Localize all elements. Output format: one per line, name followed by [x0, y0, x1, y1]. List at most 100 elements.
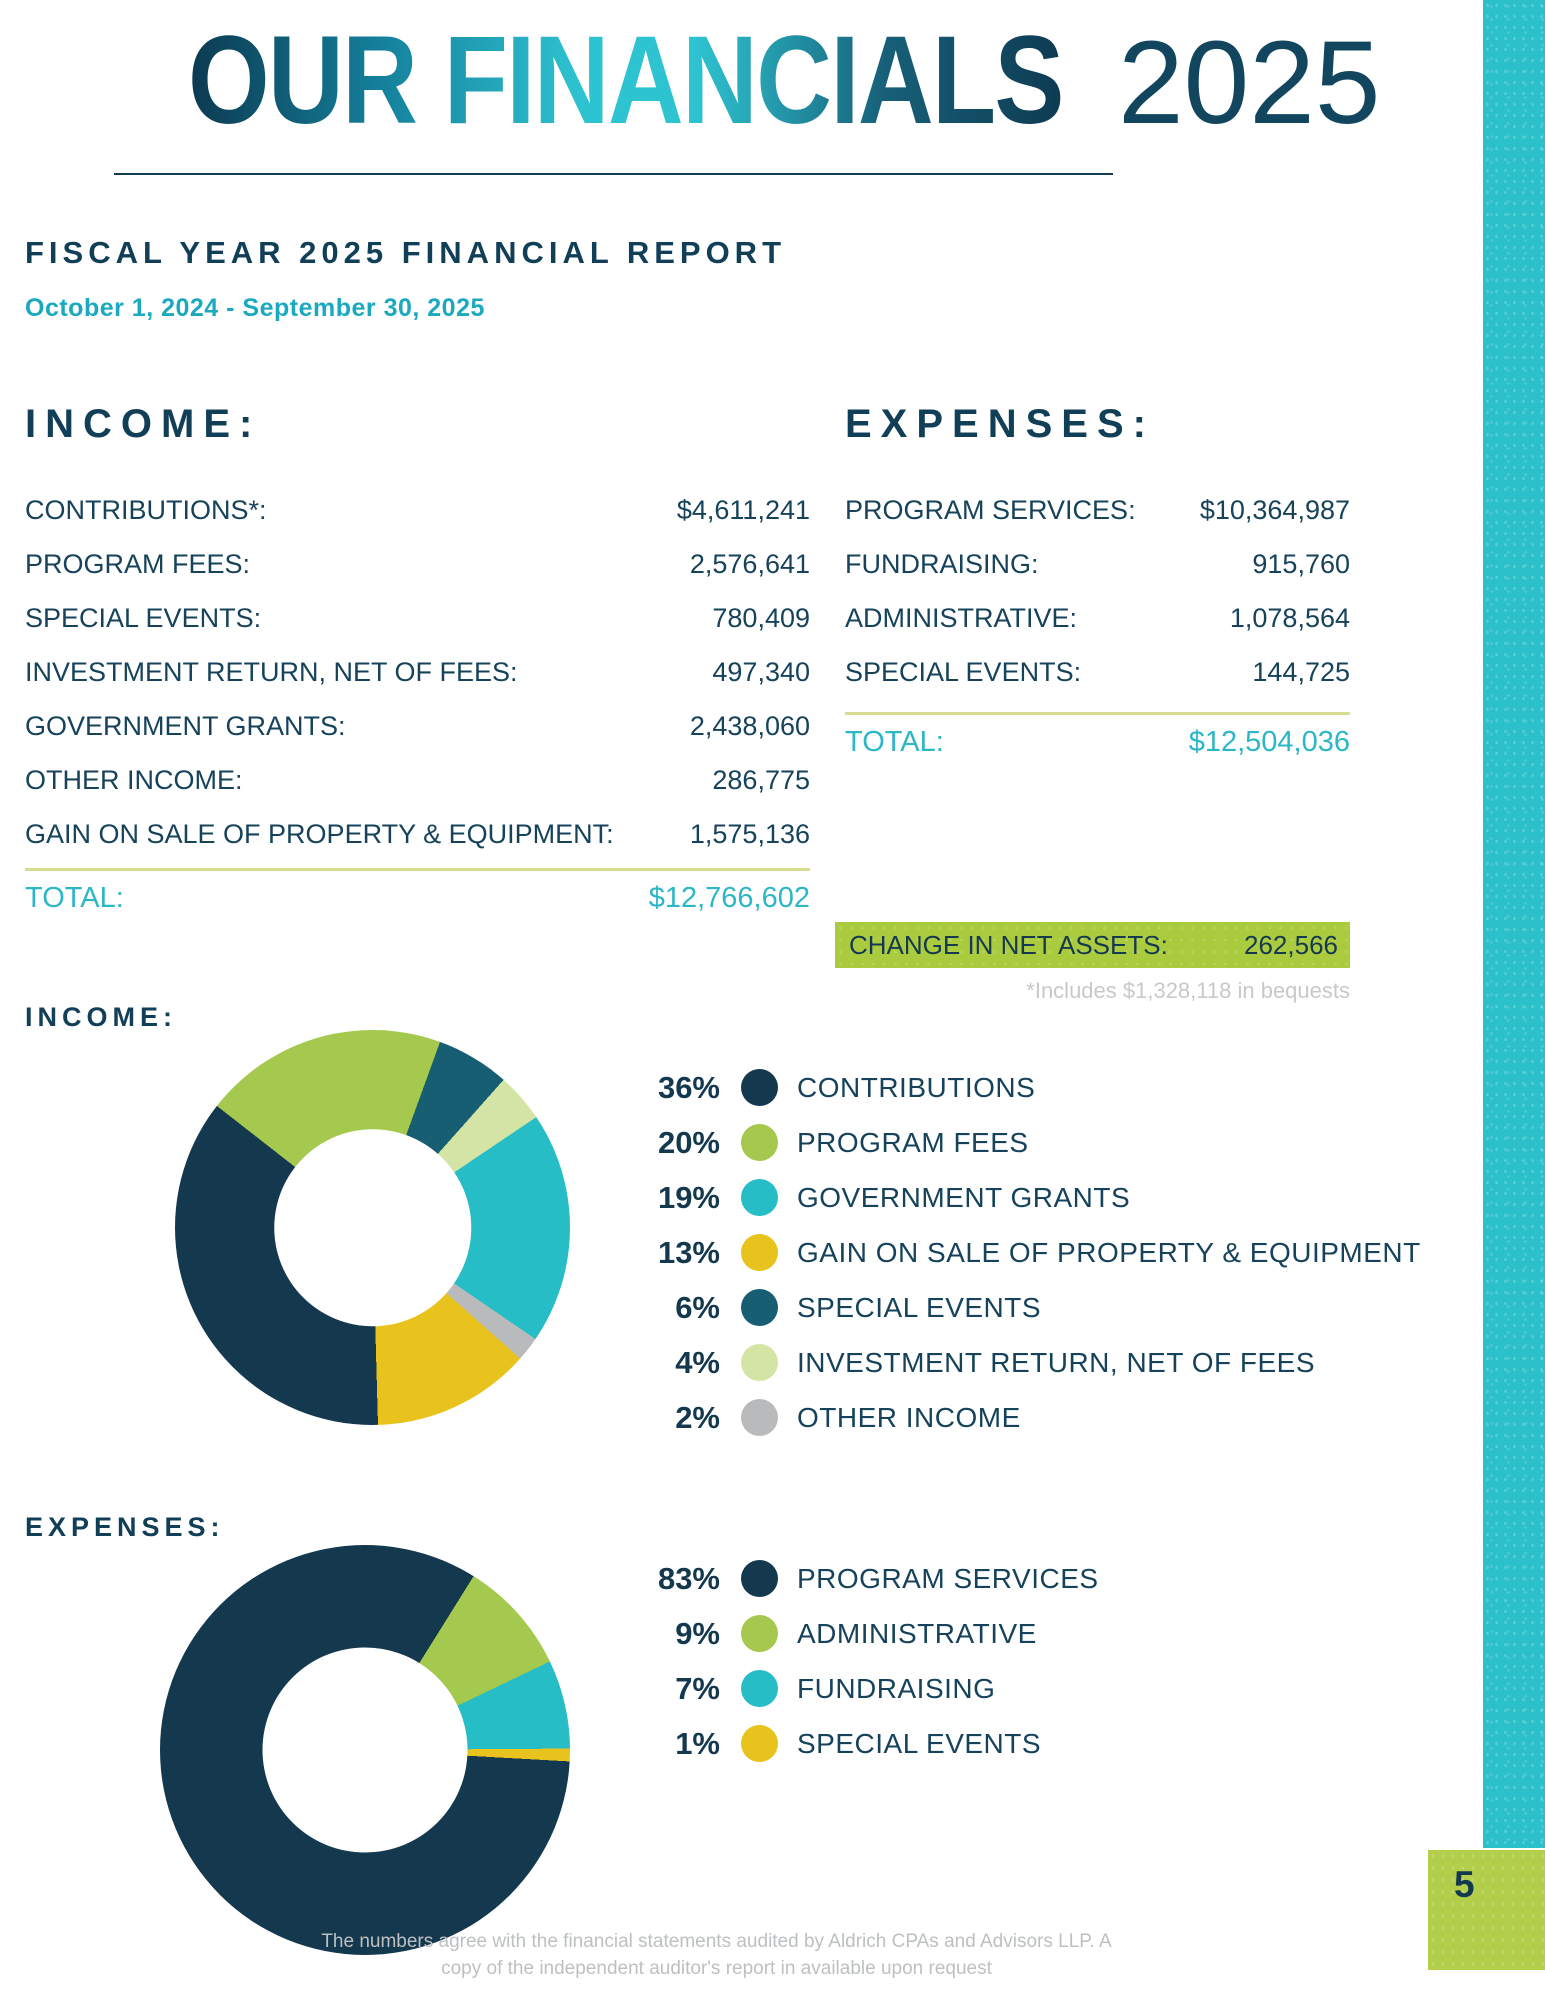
- legend-row: 1% SPECIAL EVENTS: [620, 1716, 1099, 1771]
- expenses-row-label: ADMINISTRATIVE:: [845, 602, 1078, 633]
- legend-percent: 19%: [657, 1179, 720, 1215]
- legend-color-dot-icon: [741, 1399, 778, 1436]
- page-number: 5: [1454, 1864, 1475, 1905]
- expenses-table-row: SPECIAL EVENTS: 144,725: [845, 645, 1350, 699]
- expenses-row-value: 1,078,564: [1229, 602, 1350, 633]
- legend-label: INVESTMENT RETURN, NET OF FEES: [797, 1346, 1316, 1378]
- expenses-table: PROGRAM SERVICES: $10,364,987 FUNDRAISIN…: [845, 483, 1350, 699]
- legend-row: 7% FUNDRAISING: [620, 1661, 1099, 1716]
- legend-color-dot-icon: [741, 1344, 778, 1381]
- expenses-row-value: 915,760: [1252, 548, 1350, 579]
- income-total-value: $12,766,602: [648, 882, 810, 914]
- income-total-divider: [25, 868, 810, 871]
- legend-percent: 9%: [675, 1615, 720, 1651]
- legend-row: 13% GAIN ON SALE OF PROPERTY & EQUIPMENT: [620, 1225, 1421, 1280]
- income-row-label: INVESTMENT RETURN, NET OF FEES:: [25, 656, 518, 687]
- income-row-label: PROGRAM FEES:: [25, 548, 251, 579]
- legend-label: FUNDRAISING: [797, 1672, 996, 1704]
- legend-row: 20% PROGRAM FEES: [620, 1115, 1421, 1170]
- legend-color-dot-icon: [741, 1615, 778, 1652]
- legend-label: SPECIAL EVENTS: [797, 1291, 1042, 1323]
- income-table-row: GOVERNMENT GRANTS: 2,438,060: [25, 699, 810, 753]
- income-row-label: SPECIAL EVENTS:: [25, 602, 262, 633]
- income-row-value: 2,438,060: [689, 710, 810, 741]
- legend-label: CONTRIBUTIONS: [797, 1071, 1036, 1103]
- income-section-heading: INCOME:: [25, 402, 262, 446]
- report-heading: FISCAL YEAR 2025 FINANCIAL REPORT: [25, 235, 787, 270]
- income-row-value: 1,575,136: [689, 818, 810, 849]
- audit-disclaimer: The numbers agree with the financial sta…: [0, 1928, 1433, 1982]
- expenses-chart-title: EXPENSES:: [25, 1512, 225, 1542]
- expenses-chart-legend: 83% PROGRAM SERVICES 9% ADMINISTRATIVE 7% FUN…: [620, 1551, 1099, 1771]
- change-in-net-assets-bar: CHANGE IN NET ASSETS: 262,566: [835, 922, 1350, 968]
- legend-row: 2% OTHER INCOME: [620, 1390, 1421, 1445]
- expenses-table-row: FUNDRAISING: 915,760: [845, 537, 1350, 591]
- legend-label: PROGRAM FEES: [797, 1126, 1029, 1158]
- income-row-label: CONTRIBUTIONS*:: [25, 494, 267, 525]
- legend-label: ADMINISTRATIVE: [797, 1617, 1037, 1649]
- title-divider: [114, 173, 1113, 175]
- page-title-year: 2025: [1118, 17, 1381, 149]
- legend-percent: 36%: [657, 1069, 720, 1105]
- legend-row: 19% GOVERNMENT GRANTS: [620, 1170, 1421, 1225]
- income-table-row: OTHER INCOME: 286,775: [25, 753, 810, 807]
- page-number-box: 5: [1428, 1850, 1545, 1970]
- legend-label: GAIN ON SALE OF PROPERTY & EQUIPMENT: [797, 1236, 1421, 1268]
- expenses-total-label: TOTAL:: [845, 726, 944, 758]
- legend-label: SPECIAL EVENTS: [797, 1727, 1042, 1759]
- legend-row: 9% ADMINISTRATIVE: [620, 1606, 1099, 1661]
- page-header: OUR FINANCIALS 2025: [0, 18, 1483, 148]
- decorative-side-bar: [1483, 0, 1545, 1848]
- expenses-table-row: ADMINISTRATIVE: 1,078,564: [845, 591, 1350, 645]
- legend-row: 83% PROGRAM SERVICES: [620, 1551, 1099, 1606]
- income-donut-hole: [273, 1128, 472, 1327]
- audit-disclaimer-line1: The numbers agree with the financial sta…: [321, 1931, 1112, 1952]
- income-row-value: 780,409: [712, 602, 810, 633]
- change-in-net-assets-label: CHANGE IN NET ASSETS:: [849, 929, 1168, 960]
- legend-row: 6% SPECIAL EVENTS: [620, 1280, 1421, 1335]
- bequests-footnote: *Includes $1,328,118 in bequests: [1026, 978, 1350, 1003]
- income-table-row: PROGRAM FEES: 2,576,641: [25, 537, 810, 591]
- legend-percent: 2%: [675, 1399, 720, 1435]
- legend-color-dot-icon: [741, 1725, 778, 1762]
- income-table-row: CONTRIBUTIONS*: $4,611,241: [25, 483, 810, 537]
- legend-label: OTHER INCOME: [797, 1401, 1021, 1433]
- income-chart-legend: 36% CONTRIBUTIONS 20% PROGRAM FEES 19% GOVERN…: [620, 1060, 1421, 1445]
- legend-color-dot-icon: [741, 1670, 778, 1707]
- legend-row: 4% INVESTMENT RETURN, NET OF FEES: [620, 1335, 1421, 1390]
- report-date-range: October 1, 2024 - September 30, 2025: [25, 294, 485, 322]
- expenses-total-value: $12,504,036: [1188, 726, 1350, 758]
- income-row-value: 497,340: [712, 656, 810, 687]
- expenses-section-heading: EXPENSES:: [845, 402, 1155, 446]
- income-row-label: GOVERNMENT GRANTS:: [25, 710, 346, 741]
- change-in-net-assets-value: 262,566: [1244, 929, 1338, 960]
- legend-row: 36% CONTRIBUTIONS: [620, 1060, 1421, 1115]
- income-row-label: OTHER INCOME:: [25, 764, 243, 795]
- page-title: OUR FINANCIALS: [188, 11, 1064, 150]
- income-row-label: GAIN ON SALE OF PROPERTY & EQUIPMENT:: [25, 818, 614, 849]
- income-donut-chart: [175, 1030, 570, 1425]
- income-table-row: GAIN ON SALE OF PROPERTY & EQUIPMENT: 1,…: [25, 807, 810, 861]
- income-total-row: TOTAL: $12,766,602: [25, 882, 810, 915]
- expenses-donut-hole: [262, 1647, 468, 1853]
- income-row-value: 286,775: [712, 764, 810, 795]
- expenses-donut-chart: [160, 1545, 570, 1955]
- income-chart-title: INCOME:: [25, 1002, 177, 1032]
- expenses-total-row: TOTAL: $12,504,036: [845, 726, 1350, 759]
- income-row-value: $4,611,241: [676, 494, 810, 525]
- legend-color-dot-icon: [741, 1560, 778, 1597]
- expenses-row-label: SPECIAL EVENTS:: [845, 656, 1082, 687]
- legend-color-dot-icon: [741, 1124, 778, 1161]
- legend-percent: 7%: [675, 1670, 720, 1706]
- legend-color-dot-icon: [741, 1179, 778, 1216]
- legend-percent: 83%: [657, 1560, 720, 1596]
- expenses-total-divider: [845, 712, 1350, 715]
- expenses-row-value: $10,364,987: [1199, 494, 1350, 525]
- legend-color-dot-icon: [741, 1234, 778, 1271]
- legend-percent: 1%: [675, 1725, 720, 1761]
- expenses-row-value: 144,725: [1252, 656, 1350, 687]
- legend-label: PROGRAM SERVICES: [797, 1562, 1099, 1594]
- income-table-row: INVESTMENT RETURN, NET OF FEES: 497,340: [25, 645, 810, 699]
- income-row-value: 2,576,641: [689, 548, 810, 579]
